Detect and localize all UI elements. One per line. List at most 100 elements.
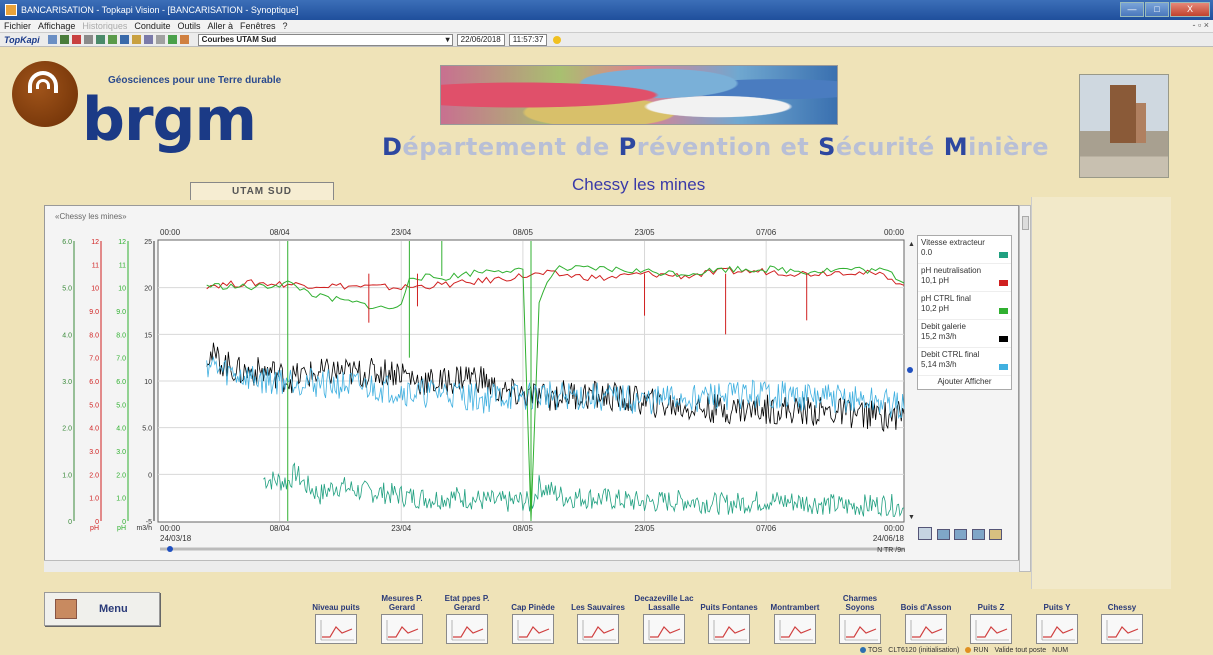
menu-affichage[interactable]: Affichage	[38, 21, 76, 31]
date-field[interactable]: 22/06/2018	[456, 33, 505, 46]
legend-item[interactable]: pH CTRL final 10,2 pH	[918, 292, 1011, 320]
chart-panel: «Chessy les mines»	[44, 205, 1019, 572]
zoom-chart-icon[interactable]	[971, 529, 985, 540]
nav-label: Cap Pinède	[511, 603, 555, 612]
nav-item[interactable]: Cap Pinède	[502, 588, 564, 644]
nav-item[interactable]: Chessy	[1091, 588, 1153, 644]
brgm-tagline: Géosciences pour une Terre durable	[108, 75, 282, 86]
maximize-button[interactable]: □	[1145, 2, 1169, 17]
nav-item[interactable]: Puits Z	[960, 588, 1022, 644]
tab-utam-sud[interactable]: UTAM SUD	[190, 182, 334, 200]
menu-icon	[55, 599, 77, 619]
horizontal-scrollbar[interactable]	[44, 560, 1019, 572]
trend-icon[interactable]	[905, 614, 947, 644]
menu-fichier[interactable]: Fichier	[4, 21, 32, 31]
add-display-button[interactable]: Ajouter Afficher	[937, 377, 992, 386]
status-tos: TOS	[860, 647, 882, 654]
mdi-controls[interactable]: - ▫ ×	[1192, 20, 1209, 30]
trend-icon[interactable]	[381, 614, 423, 644]
menu-conduite[interactable]: Conduite	[134, 21, 171, 31]
config-icon[interactable]	[989, 529, 1003, 540]
topkapi-logo: TopKapi	[4, 34, 40, 45]
menu-help[interactable]: ?	[282, 21, 288, 31]
trend-icon[interactable]	[315, 614, 357, 644]
synoptic-header: Géosciences pour une Terre durable brgm …	[0, 47, 1213, 200]
trend-icon[interactable]	[577, 614, 619, 644]
nav-item[interactable]: Puits Y	[1026, 588, 1088, 644]
nav-item[interactable]: Montrambert	[764, 588, 826, 644]
nav-label: Montrambert	[770, 603, 820, 612]
arrow-icon[interactable]	[71, 35, 81, 44]
trend-icon[interactable]	[774, 614, 816, 644]
nav-label: Mesures P. Gerard	[381, 594, 423, 612]
nav-item[interactable]: Puits Fontanes	[698, 588, 760, 644]
nav-item[interactable]: Charmes Soyons	[829, 588, 891, 644]
menu-label: Menu	[99, 603, 128, 615]
nav-item[interactable]: Bois d'Asson	[895, 588, 957, 644]
nav-label: Niveau puits	[312, 603, 360, 612]
trend-icon[interactable]	[970, 614, 1012, 644]
trend-icon[interactable]	[839, 614, 881, 644]
window-title: BANCARISATION - Topkapi Vision - [BANCAR…	[21, 5, 299, 15]
trend-icon[interactable]	[643, 614, 685, 644]
export-icon[interactable]	[918, 527, 932, 540]
nav-label: Charmes Soyons	[842, 594, 878, 612]
site-name: Chessy les mines	[572, 175, 706, 194]
save-icon[interactable]	[119, 35, 129, 44]
nav-label: Bois d'Asson	[900, 603, 952, 612]
nav-label: Etat ppes P. Gerard	[444, 594, 490, 612]
menu-historiques[interactable]: Historiques	[82, 21, 128, 31]
status-init: CLT6120 (initialisation)	[888, 646, 960, 654]
table-view-icon[interactable]	[954, 529, 968, 540]
menu-aller-a[interactable]: Aller à	[207, 21, 233, 31]
vertical-scrollbar[interactable]	[1019, 205, 1031, 572]
site-photo	[1079, 74, 1169, 178]
legend-item[interactable]: Vitesse extracteur 0.0	[918, 236, 1011, 264]
refresh-icon[interactable]	[167, 35, 177, 44]
nav-item[interactable]: Mesures P. Gerard	[371, 588, 433, 644]
zoom-icon[interactable]	[155, 35, 165, 44]
nav-item[interactable]: Etat ppes P. Gerard	[436, 588, 498, 644]
trend-icon[interactable]	[512, 614, 554, 644]
nav-item[interactable]: Decazeville Lac Lassalle	[633, 588, 695, 644]
status-num: NUM	[1052, 646, 1069, 654]
brgm-logo-icon	[12, 61, 78, 127]
trend-icon[interactable]	[1036, 614, 1078, 644]
car-icon[interactable]	[59, 35, 69, 44]
chart-icon[interactable]	[95, 35, 105, 44]
legend-item[interactable]: pH neutralisation 10,1 pH	[918, 264, 1011, 292]
chart-tools	[918, 527, 1004, 542]
status-run: RUN	[965, 647, 989, 654]
geological-map-image	[440, 65, 838, 125]
nav-item[interactable]: Les Sauvaires	[567, 588, 629, 644]
curve-select[interactable]: Courbes UTAM Sud	[197, 33, 453, 46]
nav-item[interactable]: Niveau puits	[305, 588, 367, 644]
settings-icon[interactable]	[179, 35, 189, 44]
trend-icon[interactable]	[446, 614, 488, 644]
window-title-bar: BANCARISATION - Topkapi Vision - [BANCAR…	[0, 0, 1213, 20]
grid-icon[interactable]	[47, 35, 57, 44]
menu-fenetres[interactable]: Fenêtres	[239, 21, 276, 31]
chart-panel-title: «Chessy les mines»	[55, 212, 127, 221]
chart-legend: Vitesse extracteur 0.0 pH neutralisation 1…	[917, 235, 1012, 390]
close-button[interactable]: X	[1170, 2, 1210, 17]
legend-item[interactable]: Debit galerie 15,2 m3/h	[918, 320, 1011, 348]
lightbulb-icon[interactable]	[553, 35, 562, 44]
print-chart-icon[interactable]	[936, 529, 950, 540]
time-field[interactable]: 11:57:37	[508, 33, 548, 46]
table-icon[interactable]	[83, 35, 93, 44]
menu-bar: Fichier Affichage Historiques Conduite O…	[0, 20, 1213, 33]
print-icon[interactable]	[143, 35, 153, 44]
nav-label: Puits Y	[1043, 603, 1071, 612]
nav-label: Chessy	[1107, 603, 1137, 612]
search-icon[interactable]	[131, 35, 141, 44]
minimize-button[interactable]: —	[1120, 2, 1144, 17]
trend-icon[interactable]	[1101, 614, 1143, 644]
legend-item[interactable]: Debit CTRL final 5,14 m3/h	[918, 348, 1011, 376]
curve-icon[interactable]	[107, 35, 117, 44]
trend-icon[interactable]	[708, 614, 750, 644]
menu-button[interactable]: Menu	[44, 592, 160, 626]
menu-outils[interactable]: Outils	[177, 21, 201, 31]
app-icon	[5, 4, 17, 16]
status-bar: TOS CLT6120 (initialisation) RUN Valide …	[860, 645, 1213, 655]
